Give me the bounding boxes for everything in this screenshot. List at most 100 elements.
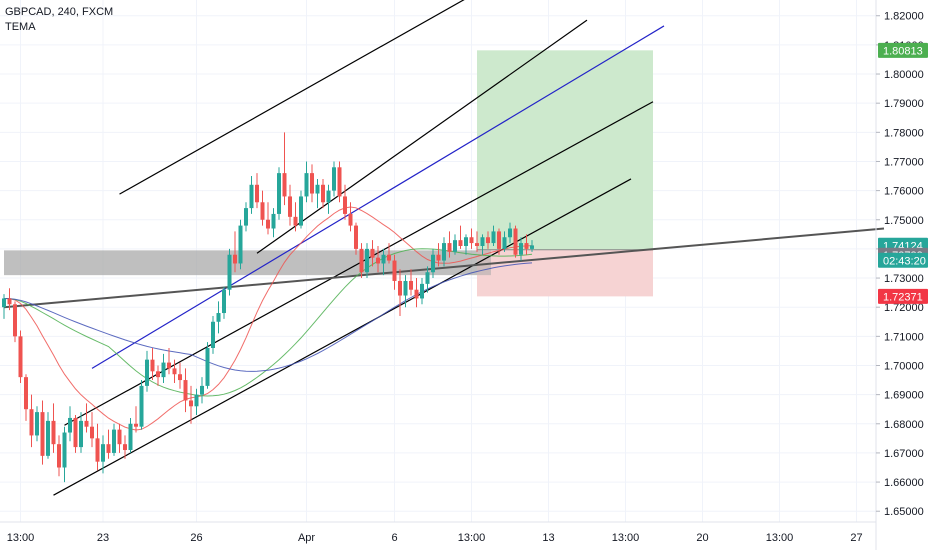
candle-body bbox=[442, 243, 446, 261]
x-tick-label: 13:00 bbox=[612, 532, 640, 544]
candle-body bbox=[227, 254, 232, 290]
candle-body bbox=[359, 248, 364, 273]
channel-blue-line bbox=[91, 25, 665, 369]
candle-body bbox=[167, 362, 171, 369]
candles bbox=[2, 132, 534, 483]
candle-body bbox=[161, 362, 166, 378]
x-tick-label: 13 bbox=[542, 532, 554, 544]
candle-body bbox=[425, 272, 430, 284]
candle-body bbox=[480, 237, 485, 246]
candle-body bbox=[288, 196, 292, 217]
candle-body bbox=[519, 243, 523, 255]
candle-body bbox=[491, 231, 496, 244]
symbol-line: GBPCAD, 240, FXCM bbox=[5, 6, 114, 18]
channel-mid-line bbox=[256, 19, 588, 254]
trend-line bbox=[3, 227, 885, 309]
y-tick-label: 1.80000 bbox=[884, 69, 924, 81]
candle-body bbox=[139, 385, 144, 427]
candle-body bbox=[62, 432, 67, 468]
candle-body bbox=[29, 409, 34, 436]
candle-body bbox=[304, 173, 309, 197]
candle-body bbox=[79, 420, 83, 448]
y-tick-label: 1.78000 bbox=[884, 127, 924, 139]
y-tick-label: 1.69000 bbox=[884, 390, 924, 402]
candle-body bbox=[233, 254, 237, 264]
candle-body bbox=[244, 208, 248, 226]
candle-body bbox=[409, 280, 413, 290]
y-tick-label: 1.70000 bbox=[884, 360, 924, 372]
candle-body bbox=[46, 420, 50, 456]
tema-lines bbox=[3, 206, 533, 431]
indicator-label: TEMA bbox=[5, 21, 36, 33]
x-tick-label: 6 bbox=[391, 532, 397, 544]
candle-body bbox=[266, 219, 270, 229]
candle-body bbox=[354, 225, 358, 249]
y-tick-label: 1.79000 bbox=[884, 98, 924, 110]
drawings-lines bbox=[3, 0, 885, 496]
candle-body bbox=[524, 243, 529, 249]
channel-top-line bbox=[119, 0, 465, 195]
candle-body bbox=[2, 298, 6, 308]
candle-body bbox=[414, 289, 419, 299]
candle-body bbox=[392, 260, 397, 281]
candle-body bbox=[51, 420, 56, 445]
candle-body bbox=[502, 237, 507, 249]
candle-body bbox=[508, 228, 512, 238]
candle-body bbox=[238, 225, 243, 264]
candle-body bbox=[24, 377, 28, 410]
candle-body bbox=[326, 190, 331, 203]
candle-body bbox=[200, 385, 204, 395]
y-tick-label: 1.65000 bbox=[884, 506, 924, 518]
candle-body bbox=[420, 283, 424, 299]
candle-body bbox=[194, 394, 199, 407]
candle-body bbox=[387, 254, 391, 261]
x-tick-label: 13:00 bbox=[7, 532, 35, 544]
candle-body bbox=[90, 426, 94, 439]
candle-body bbox=[431, 254, 435, 273]
y-tick-label: 1.68000 bbox=[884, 419, 924, 431]
candle-body bbox=[458, 240, 463, 246]
candle-body bbox=[332, 167, 336, 191]
countdown-box bbox=[878, 252, 928, 268]
price-label-text: 1.72371 bbox=[883, 291, 923, 303]
candle-body bbox=[497, 231, 501, 249]
candle-body bbox=[398, 280, 402, 296]
tema-blue-line bbox=[3, 262, 533, 372]
candle-body bbox=[464, 237, 468, 246]
candle-body bbox=[150, 359, 155, 372]
candle-body bbox=[469, 237, 474, 244]
candle-body bbox=[255, 184, 259, 203]
channel-bottom-line bbox=[53, 178, 632, 496]
candle-body bbox=[183, 380, 188, 401]
x-tick-label: 20 bbox=[696, 532, 708, 544]
candle-body bbox=[365, 248, 369, 273]
y-tick-label: 1.73000 bbox=[884, 273, 924, 285]
x-tick-label: 13:00 bbox=[766, 532, 794, 544]
candle-body bbox=[101, 444, 105, 462]
x-tick-label: 23 bbox=[97, 532, 109, 544]
candle-body bbox=[486, 237, 490, 244]
candle-body bbox=[299, 196, 303, 226]
price-label-box bbox=[878, 288, 928, 304]
candle-body bbox=[7, 298, 12, 305]
candle-body bbox=[13, 304, 17, 337]
candle-body bbox=[436, 254, 441, 261]
y-tick-label: 1.67000 bbox=[884, 448, 924, 460]
candle-body bbox=[18, 336, 23, 378]
candle-body bbox=[475, 243, 479, 246]
y-tick-label: 1.72000 bbox=[884, 302, 924, 314]
candle-body bbox=[453, 240, 457, 252]
candle-body bbox=[128, 423, 133, 451]
y-tick-label: 1.76000 bbox=[884, 186, 924, 198]
y-tick-label: 1.82000 bbox=[884, 11, 924, 23]
y-tick-label: 1.75000 bbox=[884, 215, 924, 227]
candle-body bbox=[293, 216, 298, 226]
candle-body bbox=[260, 202, 265, 220]
candle-body bbox=[68, 417, 72, 433]
candle-body bbox=[205, 348, 210, 386]
y-tick-label: 1.66000 bbox=[884, 477, 924, 489]
